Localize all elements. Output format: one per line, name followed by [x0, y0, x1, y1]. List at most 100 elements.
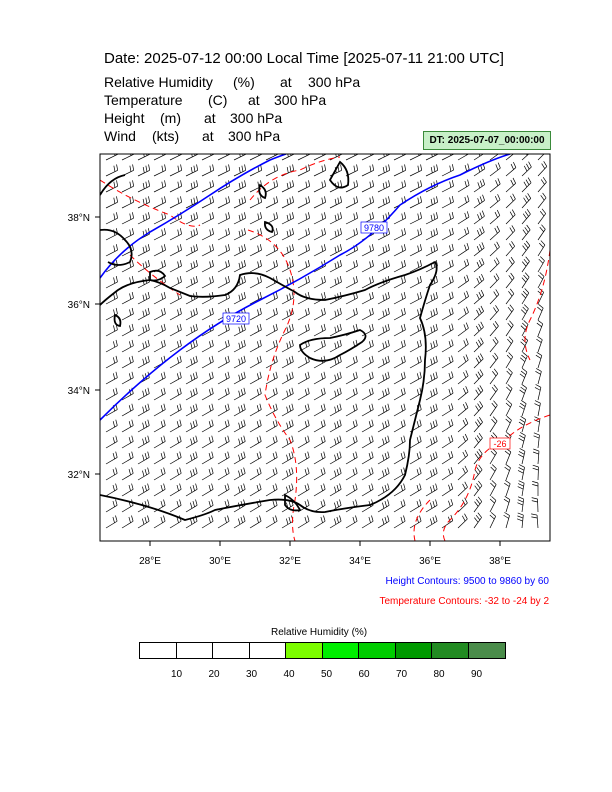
wind-barb-shaft — [473, 358, 484, 369]
wind-barb-flag — [131, 451, 134, 458]
wind-barb-flag — [451, 180, 454, 187]
wind-barb-flag — [430, 422, 433, 429]
wind-barb-flag — [224, 484, 227, 491]
wind-barb-shaft — [281, 329, 294, 337]
wind-barb-flag — [527, 177, 532, 183]
wind-barb-flag — [504, 482, 510, 487]
wind-barb-flag — [462, 419, 466, 426]
wind-barb-flag — [401, 277, 404, 284]
wind-barb-shaft — [185, 425, 198, 433]
wind-barb-flag — [286, 198, 289, 205]
wind-barb-flag — [128, 437, 131, 444]
wind-barb-flag — [491, 418, 496, 424]
wind-barb-flag — [430, 230, 433, 237]
height-contour-note: Height Contours: 9500 to 9860 by 60 — [385, 576, 549, 587]
wind-barb-shaft — [425, 313, 438, 321]
wind-barb-shaft — [473, 168, 486, 177]
height-contours — [100, 154, 511, 421]
wind-barb-flag — [372, 212, 374, 219]
wind-barb-flag — [323, 244, 326, 251]
wind-barb-flag — [493, 259, 498, 266]
wind-barb-flag — [113, 325, 116, 332]
wind-barb-flag — [509, 227, 514, 233]
wind-barb-flag — [193, 165, 196, 172]
wind-barb-flag — [163, 467, 166, 474]
wind-barb-flag — [320, 500, 323, 507]
field-level: 300 hPa — [230, 110, 283, 126]
wind-barb-flag — [477, 496, 483, 502]
wind-barb-flag — [145, 213, 148, 220]
wind-barb-flag — [419, 467, 422, 474]
wind-barb-flag — [401, 213, 404, 220]
wind-barb-flag — [286, 182, 289, 189]
wind-barb-shaft — [393, 441, 406, 449]
wind-barb-flag — [145, 181, 148, 188]
wind-barb-flag — [227, 276, 230, 283]
wind-barb-shaft — [441, 392, 454, 401]
wind-barb-shaft — [329, 361, 342, 369]
wind-barb-shaft — [393, 409, 406, 417]
wind-barb-flag — [289, 341, 292, 348]
wind-barb-shaft — [345, 425, 358, 433]
wind-barb-shaft — [281, 297, 294, 305]
wind-barb-flag — [256, 373, 260, 380]
wind-barb-flag — [518, 437, 524, 442]
wind-barb-flag — [475, 341, 480, 348]
wind-barb-shaft — [393, 504, 406, 513]
wind-barb-flag — [385, 325, 388, 332]
wind-barb-flag — [352, 437, 355, 444]
wind-barb-flag — [355, 260, 358, 267]
wind-barb-shaft — [441, 154, 454, 161]
wind-barb-flag — [165, 154, 167, 155]
wind-barb-flag — [451, 275, 454, 282]
wind-barb-shaft — [489, 341, 499, 353]
wind-barb-flag — [435, 291, 438, 298]
wind-barb-flag — [112, 389, 116, 396]
wind-barb-flag — [401, 309, 404, 316]
wind-barb-flag — [112, 373, 116, 380]
wind-barb-flag — [382, 310, 385, 317]
wind-barb-shaft — [345, 297, 358, 305]
wind-barb-flag — [527, 148, 530, 153]
wind-barb-shaft — [169, 154, 182, 161]
wind-barb-flag — [372, 164, 375, 171]
wind-barb-flag — [387, 276, 390, 283]
wind-barb-shaft — [153, 377, 166, 385]
wind-barb-flag — [115, 515, 118, 522]
wind-barb-shaft — [489, 154, 499, 161]
wind-barb-flag — [147, 339, 150, 346]
wind-barb-flag — [435, 355, 438, 362]
wind-barb-flag — [320, 437, 323, 444]
wind-barb-flag — [116, 164, 119, 171]
wind-barb-flag — [419, 323, 422, 330]
wind-barb-flag — [463, 324, 467, 331]
wind-barb-flag — [286, 310, 289, 317]
wind-barb-flag — [307, 403, 310, 410]
wind-barb-flag — [322, 154, 324, 156]
wind-barb-shaft — [281, 201, 294, 209]
wind-barb-flag — [144, 421, 148, 428]
wind-barb-shaft — [121, 409, 134, 417]
wind-barb-flag — [464, 228, 467, 235]
wind-barb-flag — [403, 499, 406, 506]
wind-barb-flag — [177, 197, 180, 204]
wind-barb-shaft — [457, 327, 469, 337]
wind-barb-flag — [224, 500, 227, 507]
wind-barb-flag — [368, 421, 372, 428]
wind-barb-flag — [273, 261, 276, 268]
wind-barb-flag — [212, 164, 215, 171]
wind-barb-flag — [388, 196, 390, 203]
wind-barb-flag — [160, 484, 163, 491]
wind-barb-flag — [286, 214, 289, 221]
wind-barb-shaft — [425, 361, 438, 369]
wind-barb-shaft — [457, 502, 468, 513]
wind-barb-flag — [211, 339, 214, 346]
wind-barb-flag — [402, 154, 404, 156]
wind-barb-flag — [142, 278, 145, 285]
lon-label: 30°E — [209, 556, 231, 567]
wind-barb-flag — [417, 357, 420, 364]
wind-barb-flag — [227, 339, 230, 346]
wind-barb-shaft — [233, 489, 246, 497]
wind-barb-flag — [241, 229, 244, 236]
wind-barb-shaft — [185, 520, 198, 529]
